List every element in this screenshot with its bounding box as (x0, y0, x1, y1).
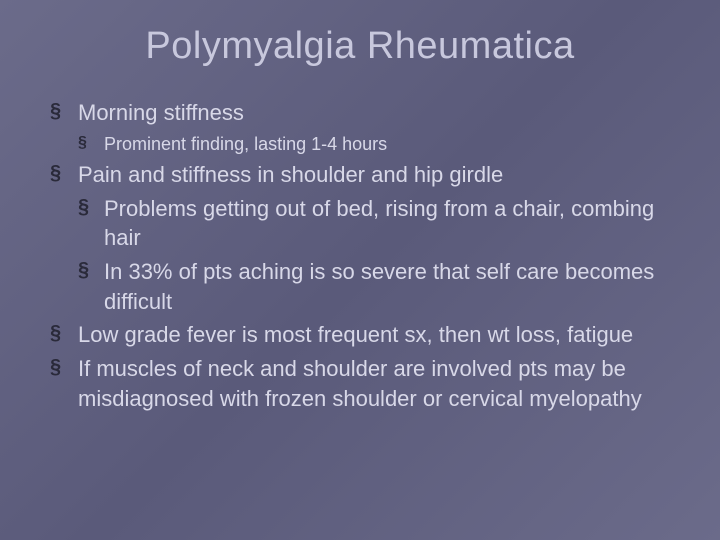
bullet-text: If muscles of neck and shoulder are invo… (78, 356, 642, 411)
bullet-item: Problems getting out of bed, rising from… (78, 194, 670, 253)
bullet-text: Problems getting out of bed, rising from… (104, 196, 654, 251)
bullet-item: Morning stiffness Prominent finding, las… (50, 98, 670, 156)
bullet-item: Prominent finding, lasting 1-4 hours (78, 132, 670, 156)
bullet-item: Pain and stiffness in shoulder and hip g… (50, 160, 670, 316)
bullet-item: In 33% of pts aching is so severe that s… (78, 257, 670, 316)
bullet-list-level3: Problems getting out of bed, rising from… (78, 194, 670, 317)
bullet-text: Low grade fever is most frequent sx, the… (78, 322, 633, 347)
bullet-text: Morning stiffness (78, 100, 244, 125)
bullet-text: Pain and stiffness in shoulder and hip g… (78, 162, 503, 187)
bullet-text: In 33% of pts aching is so severe that s… (104, 259, 654, 314)
slide-container: Polymyalgia Rheumatica Morning stiffness… (0, 0, 720, 447)
bullet-list-level2: Prominent finding, lasting 1-4 hours (78, 132, 670, 156)
bullet-text: Prominent finding, lasting 1-4 hours (104, 134, 387, 154)
bullet-list-level1: Morning stiffness Prominent finding, las… (50, 98, 670, 413)
bullet-item: Low grade fever is most frequent sx, the… (50, 320, 670, 350)
bullet-item: If muscles of neck and shoulder are invo… (50, 354, 670, 413)
slide-title: Polymyalgia Rheumatica (50, 25, 670, 68)
